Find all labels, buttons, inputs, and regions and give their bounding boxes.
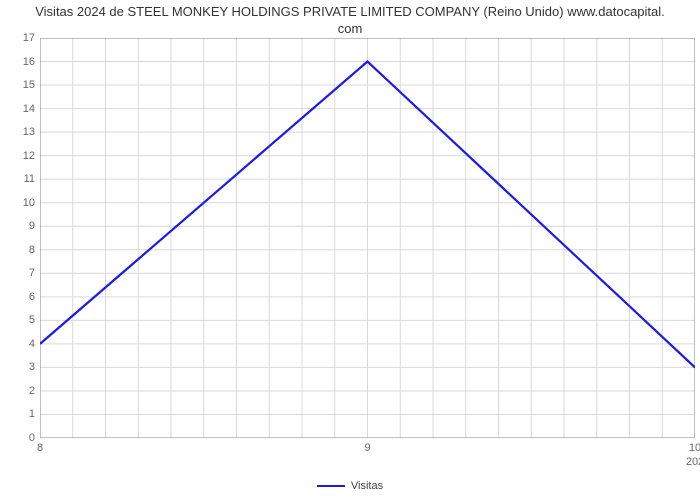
y-tick-label: 15 (5, 79, 35, 91)
y-tick-label: 12 (5, 150, 35, 162)
chart-title: Visitas 2024 de STEEL MONKEY HOLDINGS PR… (0, 0, 700, 38)
y-tick-label: 7 (5, 267, 35, 279)
y-tick-label: 4 (5, 338, 35, 350)
y-tick-label: 16 (5, 56, 35, 68)
y-tick-label: 6 (5, 291, 35, 303)
x-tick-label: 8 (37, 442, 43, 454)
y-tick-label: 1 (5, 408, 35, 420)
y-tick-label: 17 (5, 32, 35, 44)
x-tick-label: 10 (689, 442, 700, 454)
legend-label: Visitas (351, 480, 383, 492)
y-tick-label: 13 (5, 126, 35, 138)
plot-svg (40, 38, 695, 438)
title-line-2: com (338, 21, 363, 36)
y-tick-label: 2 (5, 385, 35, 397)
y-tick-label: 5 (5, 314, 35, 326)
y-tick-label: 9 (5, 220, 35, 232)
y-tick-label: 8 (5, 244, 35, 256)
title-line-1: Visitas 2024 de STEEL MONKEY HOLDINGS PR… (35, 4, 665, 19)
y-tick-label: 11 (5, 173, 35, 185)
y-tick-label: 14 (5, 103, 35, 115)
x-sublabel: 202 (686, 456, 700, 468)
legend-swatch (317, 485, 345, 488)
x-tick-label: 9 (364, 442, 370, 454)
y-tick-label: 0 (5, 432, 35, 444)
chart-area: 01234567891011121314151617 8910202 (0, 38, 700, 456)
legend: Visitas (0, 480, 700, 492)
y-tick-label: 3 (5, 361, 35, 373)
y-tick-label: 10 (5, 197, 35, 209)
